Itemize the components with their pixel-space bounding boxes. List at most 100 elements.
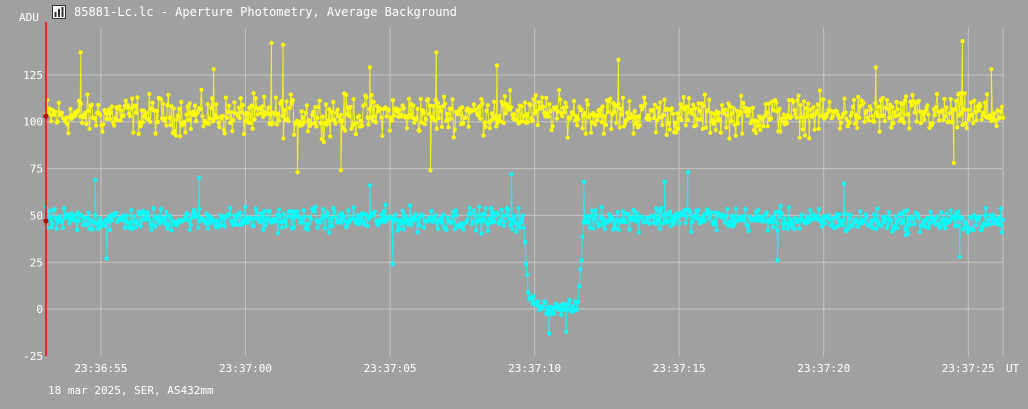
data-point bbox=[216, 120, 221, 125]
data-point bbox=[448, 116, 453, 121]
data-point bbox=[889, 219, 894, 224]
data-point bbox=[156, 214, 161, 219]
data-point bbox=[353, 221, 358, 226]
data-point bbox=[964, 126, 969, 131]
data-point bbox=[800, 127, 806, 132]
data-point bbox=[192, 103, 198, 108]
data-point bbox=[445, 215, 450, 220]
data-point bbox=[998, 109, 1004, 114]
data-point bbox=[146, 213, 151, 218]
data-point bbox=[908, 222, 913, 227]
data-point bbox=[466, 124, 471, 129]
data-point bbox=[842, 211, 847, 216]
y-tick-label: 0 bbox=[36, 303, 43, 316]
data-point bbox=[168, 123, 173, 128]
data-point bbox=[777, 106, 782, 111]
chart-window-icon[interactable] bbox=[52, 5, 66, 19]
data-point bbox=[673, 218, 678, 223]
data-point bbox=[269, 220, 274, 226]
data-point bbox=[942, 216, 947, 221]
data-point bbox=[282, 108, 287, 113]
data-point bbox=[977, 214, 982, 219]
data-point bbox=[474, 107, 479, 112]
data-point bbox=[206, 121, 211, 126]
data-point bbox=[798, 103, 803, 108]
data-point bbox=[149, 227, 154, 232]
data-point bbox=[500, 213, 505, 218]
data-point bbox=[916, 216, 922, 221]
data-point bbox=[765, 228, 770, 233]
data-point bbox=[291, 132, 297, 137]
data-point bbox=[261, 227, 266, 232]
data-point bbox=[270, 121, 275, 126]
data-point bbox=[894, 220, 899, 225]
data-point bbox=[651, 115, 656, 120]
data-point bbox=[637, 123, 643, 128]
data-point bbox=[365, 115, 370, 120]
data-point bbox=[948, 97, 953, 102]
data-point bbox=[823, 221, 828, 226]
data-point bbox=[610, 216, 615, 221]
data-point bbox=[914, 119, 919, 124]
data-point bbox=[891, 121, 896, 126]
data-point bbox=[474, 228, 479, 233]
data-point bbox=[647, 221, 652, 226]
data-point bbox=[912, 222, 917, 227]
data-point bbox=[301, 115, 306, 120]
data-point bbox=[723, 107, 728, 112]
data-point bbox=[178, 134, 183, 139]
data-point bbox=[702, 219, 708, 224]
data-point bbox=[733, 206, 738, 211]
data-point bbox=[467, 205, 472, 210]
data-point bbox=[661, 113, 666, 118]
data-point bbox=[763, 102, 768, 107]
data-point bbox=[896, 217, 901, 222]
data-point bbox=[371, 99, 376, 105]
data-point bbox=[847, 216, 852, 221]
data-point bbox=[112, 123, 117, 128]
data-point bbox=[768, 116, 774, 121]
data-point bbox=[941, 222, 946, 227]
data-point bbox=[851, 97, 857, 102]
data-point bbox=[59, 220, 65, 225]
data-point bbox=[398, 218, 403, 223]
data-point bbox=[978, 104, 983, 109]
data-point bbox=[669, 218, 675, 223]
data-point bbox=[682, 207, 687, 213]
data-point bbox=[780, 221, 785, 226]
data-point bbox=[752, 215, 758, 220]
data-point bbox=[653, 130, 659, 135]
data-point bbox=[331, 99, 336, 105]
data-point bbox=[868, 107, 874, 112]
data-point bbox=[724, 125, 729, 130]
data-point bbox=[634, 211, 639, 216]
data-point bbox=[939, 210, 944, 215]
data-point bbox=[955, 223, 960, 228]
data-point bbox=[400, 208, 405, 213]
data-point bbox=[299, 216, 304, 222]
data-point bbox=[510, 226, 515, 232]
data-point bbox=[833, 215, 839, 220]
data-point bbox=[927, 221, 932, 226]
data-point bbox=[333, 121, 338, 126]
data-point bbox=[300, 220, 305, 225]
data-point bbox=[815, 102, 820, 107]
data-point bbox=[372, 209, 377, 214]
data-point bbox=[724, 213, 729, 218]
data-point bbox=[590, 120, 595, 125]
data-point bbox=[906, 112, 911, 117]
data-point bbox=[167, 115, 172, 120]
data-point bbox=[101, 122, 106, 127]
time-cursor[interactable] bbox=[43, 22, 49, 356]
data-point bbox=[498, 218, 503, 223]
data-point bbox=[522, 100, 528, 105]
data-point bbox=[771, 225, 776, 230]
data-point bbox=[660, 122, 665, 128]
data-point bbox=[866, 118, 872, 123]
data-point bbox=[137, 211, 142, 216]
data-point bbox=[843, 110, 848, 115]
data-point bbox=[411, 103, 416, 108]
data-point bbox=[899, 116, 905, 122]
data-point bbox=[735, 121, 741, 126]
